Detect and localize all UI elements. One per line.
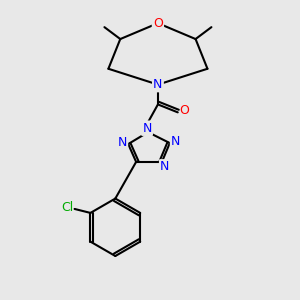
Text: O: O — [153, 17, 163, 30]
Text: N: N — [160, 160, 170, 173]
Text: Cl: Cl — [61, 202, 74, 214]
Text: N: N — [118, 136, 127, 148]
Text: O: O — [180, 104, 190, 117]
Text: N: N — [171, 135, 180, 148]
Text: N: N — [142, 122, 152, 135]
Text: N: N — [153, 78, 163, 91]
